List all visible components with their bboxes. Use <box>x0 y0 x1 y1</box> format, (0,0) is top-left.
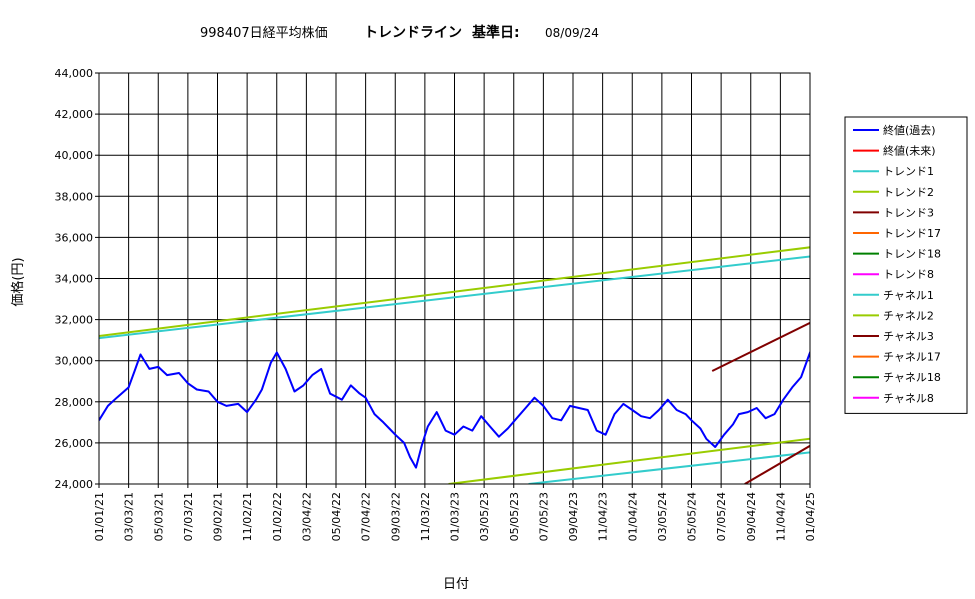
x-tick-label: 07/04/22 <box>360 492 373 541</box>
x-tick-label: 09/03/22 <box>389 492 402 541</box>
y-tick-label: 26,000 <box>55 437 94 450</box>
series-layer <box>99 52 975 484</box>
y-axis-ticks: 24,000 26,000 28,000 30,000 32,000 34,000 36,0… <box>55 67 99 491</box>
x-tick-label: 07/05/24 <box>715 492 728 541</box>
base-date-label: 基準日: <box>472 24 520 41</box>
x-tick-label: 01/01/21 <box>93 492 106 541</box>
y-tick-label: 38,000 <box>55 190 94 203</box>
legend-label: トレンド2 <box>883 186 934 199</box>
x-tick-label: 07/05/23 <box>537 492 550 541</box>
x-tick-label: 09/04/24 <box>745 492 758 541</box>
x-tick-label: 03/03/21 <box>123 492 136 541</box>
series-line-トレンド17 <box>970 52 975 243</box>
y-tick-label: 30,000 <box>55 355 94 368</box>
x-tick-label: 11/03/22 <box>419 492 432 541</box>
x-tick-label: 09/04/23 <box>567 492 580 541</box>
chart-title: 998407日経平均株価 <box>200 26 328 41</box>
plot-border <box>98 72 811 485</box>
base-date: 08/09/24 <box>545 26 599 40</box>
legend-label: チャネル17 <box>883 351 941 364</box>
x-axis-label: 日付 <box>443 577 469 592</box>
legend-label: トレンド18 <box>883 248 941 261</box>
y-tick-label: 24,000 <box>55 478 94 491</box>
x-tick-label: 09/02/21 <box>212 492 225 541</box>
chart-subtitle: トレンドライン <box>364 25 462 41</box>
x-tick-label: 05/04/22 <box>330 492 343 541</box>
legend-label: 終値(過去) <box>883 123 936 137</box>
legend-label: チャネル1 <box>883 289 934 302</box>
series-line-チャネル1 <box>528 451 810 484</box>
y-tick-label: 44,000 <box>55 67 94 80</box>
x-tick-label: 01/04/25 <box>804 492 817 541</box>
y-tick-label: 28,000 <box>55 396 94 409</box>
series-line-終値(過去) <box>99 350 810 469</box>
legend-label: トレンド1 <box>883 165 934 178</box>
x-tick-label: 11/04/24 <box>774 492 787 541</box>
y-tick-label: 42,000 <box>55 108 94 121</box>
legend: 終値(過去) 終値(未来) トレンド1 トレンド2 トレンド3 トレンド17 トレンド18 ト… <box>844 116 968 414</box>
x-tick-label: 01/03/23 <box>449 492 462 541</box>
y-tick-label: 40,000 <box>55 149 94 162</box>
legend-label: トレンド17 <box>883 227 941 240</box>
x-tick-label: 05/05/23 <box>508 492 521 541</box>
series-line-トレンド2 <box>99 246 810 337</box>
x-tick-label: 05/05/24 <box>686 492 699 541</box>
x-tick-label: 07/03/21 <box>182 492 195 541</box>
x-tick-label: 03/05/24 <box>656 492 669 541</box>
legend-label: 終値(未来) <box>883 144 936 158</box>
x-tick-label: 01/04/24 <box>626 492 639 541</box>
plot-frame <box>98 72 811 485</box>
y-axis-label: 価格(円) <box>10 257 26 306</box>
y-tick-label: 34,000 <box>55 273 94 286</box>
legend-label: チャネル2 <box>883 309 934 322</box>
y-tick-label: 32,000 <box>55 314 94 327</box>
y-tick-label: 36,000 <box>55 231 94 244</box>
legend-box <box>844 116 968 414</box>
series-line-トレンド1 <box>99 255 810 340</box>
legend-label: チャネル18 <box>883 371 941 384</box>
x-tick-label: 01/02/22 <box>271 492 284 541</box>
x-tick-label: 03/04/22 <box>300 492 313 541</box>
x-tick-label: 05/03/21 <box>152 492 165 541</box>
legend-label: トレンド8 <box>883 268 934 281</box>
legend-label: トレンド3 <box>883 206 934 219</box>
x-axis-ticks: 01/01/21 03/03/21 05/03/21 07/03/21 09/02/21… <box>93 484 817 541</box>
legend-label: チャネル3 <box>883 330 934 343</box>
x-tick-label: 11/04/23 <box>597 492 610 541</box>
series-line-チャネル2 <box>448 437 810 484</box>
x-tick-label: 03/05/23 <box>478 492 491 541</box>
x-tick-label: 11/02/21 <box>241 492 254 541</box>
legend-label: チャネル8 <box>883 392 934 405</box>
